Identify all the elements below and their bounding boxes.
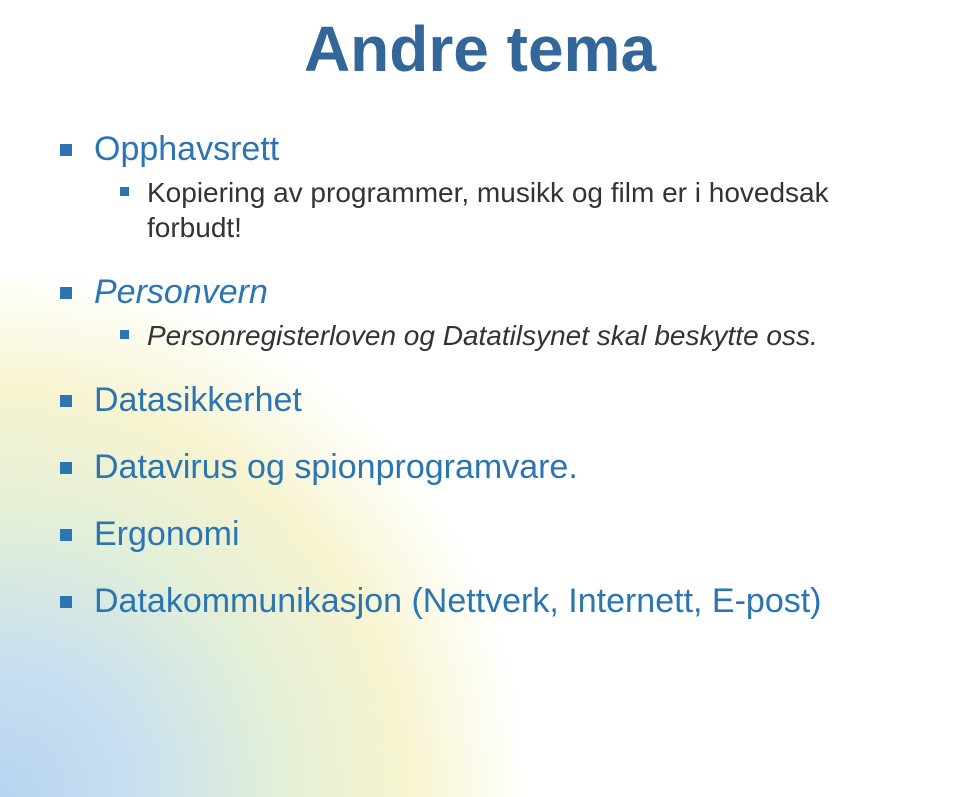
list-item: Datavirus og spionprogramvare. — [60, 448, 900, 487]
list-item-label: Ergonomi — [94, 515, 240, 554]
list-item-label: Personvern — [94, 273, 268, 312]
list-item: Kopiering av programmer, musikk og film … — [120, 175, 900, 245]
list-item: Datakommunikasjon (Nettverk, Internett, … — [60, 582, 900, 621]
list-item: Opphavsrett Kopiering av programmer, mus… — [60, 130, 900, 245]
presentation-slide: Andre tema Opphavsrett Kopiering av prog… — [0, 0, 960, 797]
bullet-icon — [60, 529, 72, 541]
list-item-label: Datasikkerhet — [94, 381, 302, 420]
bullet-icon — [60, 287, 72, 299]
bullet-icon — [60, 144, 72, 156]
bullet-icon — [120, 330, 129, 339]
list-item: Ergonomi — [60, 515, 900, 554]
bullet-list-level2: Kopiering av programmer, musikk og film … — [60, 175, 900, 245]
slide-title: Andre tema — [0, 12, 960, 86]
bullet-icon — [60, 596, 72, 608]
list-item-label: Opphavsrett — [94, 130, 279, 169]
bullet-icon — [60, 462, 72, 474]
bullet-icon — [120, 187, 129, 196]
list-item-label: Personregisterloven og Datatilsynet skal… — [147, 318, 818, 353]
list-item-label: Kopiering av programmer, musikk og film … — [147, 175, 900, 245]
list-item: Datasikkerhet — [60, 381, 900, 420]
list-item-label: Datavirus og spionprogramvare. — [94, 448, 578, 487]
list-item: Personvern Personregisterloven og Datati… — [60, 273, 900, 353]
list-item-label: Datakommunikasjon (Nettverk, Internett, … — [94, 582, 822, 621]
bullet-list-level1: Opphavsrett Kopiering av programmer, mus… — [60, 130, 900, 621]
slide-body: Opphavsrett Kopiering av programmer, mus… — [60, 130, 900, 649]
list-item: Personregisterloven og Datatilsynet skal… — [120, 318, 900, 353]
bullet-list-level2: Personregisterloven og Datatilsynet skal… — [60, 318, 900, 353]
bullet-icon — [60, 395, 72, 407]
